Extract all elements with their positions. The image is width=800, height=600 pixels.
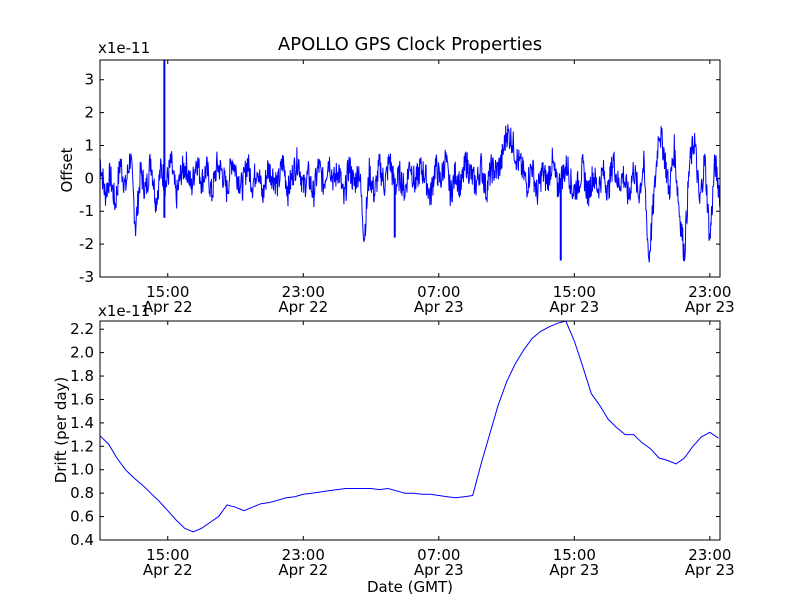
drift-x-tick-label-time: 15:00 — [553, 546, 596, 564]
drift-y-tick-label: 0.8 — [70, 484, 94, 502]
drift-y-tick-label: 2.0 — [70, 344, 94, 362]
drift-y-axis-label: Drift (per day) — [52, 377, 70, 484]
drift-x-tick-label-time: 23:00 — [282, 546, 325, 564]
offset-y-tick-label: -2 — [79, 235, 94, 253]
offset-x-tick-label-date: Apr 23 — [549, 298, 599, 316]
offset-y-tick-label: -1 — [79, 202, 94, 220]
drift-y-tick-label: 1.0 — [70, 461, 94, 479]
offset-y-tick-label: -3 — [79, 268, 94, 286]
offset-x-tick-label-date: Apr 23 — [414, 298, 464, 316]
offset-axes-frame — [99, 59, 721, 278]
drift-y-tick-label: 0.6 — [70, 508, 94, 526]
drift-x-axis-label: Date (GMT) — [367, 578, 453, 596]
drift-series-line — [99, 320, 719, 533]
offset-y-axis-label: Offset — [58, 147, 76, 192]
drift-y-tick-label: 2.2 — [70, 320, 94, 338]
offset-x-tick-label-date: Apr 22 — [143, 298, 193, 316]
chart-title: APOLLO GPS Clock Properties — [278, 34, 542, 55]
drift-y-tick-label: 1.8 — [70, 367, 94, 385]
offset-x-tick-label-date: Apr 22 — [278, 298, 328, 316]
drift-panel: x1e-11 Drift (per day) 0.4 0.6 0.8 1.0 1.2 1.… — [52, 302, 735, 596]
drift-axes-frame — [99, 320, 721, 541]
offset-series-line — [99, 124, 721, 263]
drift-exponent-label: x1e-11 — [98, 302, 150, 320]
drift-x-tick-label-time: 23:00 — [688, 546, 731, 564]
offset-y-tick-label: 2 — [84, 104, 94, 122]
offset-x-tick-label-time: 15:00 — [553, 283, 596, 301]
offset-x-tick-label-time: 15:00 — [146, 283, 189, 301]
drift-x-tick-label-time: 07:00 — [417, 546, 460, 564]
offset-x-tick-label-date: Apr 23 — [685, 298, 735, 316]
drift-x-tick-label-date: Apr 22 — [143, 561, 193, 579]
drift-x-tick-label-date: Apr 23 — [414, 561, 464, 579]
drift-x-tick-label-time: 15:00 — [146, 546, 189, 564]
drift-y-tick-label: 0.4 — [70, 531, 94, 549]
offset-x-tick-label-time: 07:00 — [417, 283, 460, 301]
offset-x-tick-label-time: 23:00 — [282, 283, 325, 301]
drift-y-tick-label: 1.2 — [70, 437, 94, 455]
offset-y-tick-label: 0 — [84, 169, 94, 187]
drift-y-tick-label: 1.4 — [70, 414, 94, 432]
drift-x-tick-label-date: Apr 22 — [278, 561, 328, 579]
drift-x-tick-label-date: Apr 23 — [549, 561, 599, 579]
offset-y-tick-label: 1 — [84, 136, 94, 154]
offset-y-tick-label: 3 — [84, 71, 94, 89]
drift-y-tick-label: 1.6 — [70, 390, 94, 408]
offset-x-tick-label-time: 23:00 — [688, 283, 731, 301]
offset-exponent-label: x1e-11 — [98, 39, 150, 57]
drift-x-tick-label-date: Apr 23 — [685, 561, 735, 579]
